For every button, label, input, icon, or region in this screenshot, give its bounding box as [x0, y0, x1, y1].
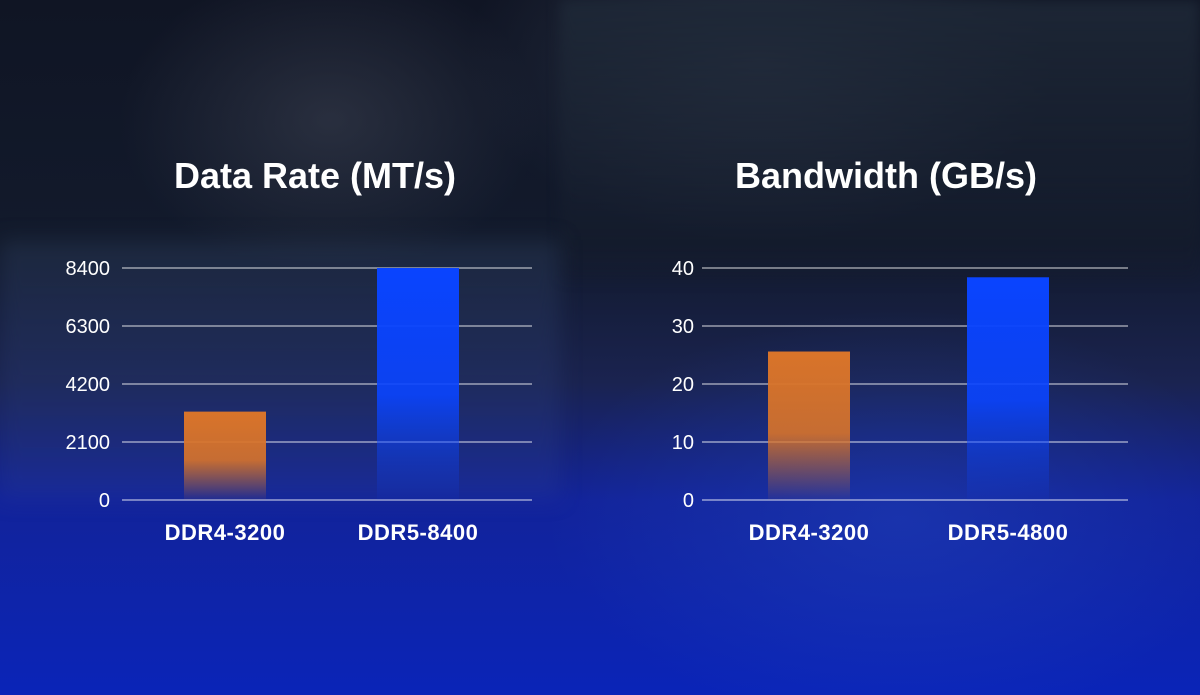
data-rate-plot: 0 2100 4200 6300 8400 DDR4-3200 DDR5-8400 [66, 258, 532, 545]
bar-ddr4-3200 [184, 411, 266, 500]
x-category-label: DDR5-8400 [358, 520, 479, 545]
y-tick-label: 10 [672, 432, 694, 454]
y-tick-label: 40 [672, 258, 694, 280]
bar-ddr5-8400 [377, 268, 459, 500]
y-tick-label: 0 [683, 490, 694, 512]
bandwidth-chart: Bandwidth (GB/s) 0 10 20 30 40 DDR4-3200 DDR5-… [600, 0, 1200, 695]
bar-ddr4-3200 [768, 351, 850, 500]
bandwidth-plot: 0 10 20 30 40 DDR4-3200 DDR5-4800 [672, 258, 1128, 545]
data-rate-chart: Data Rate (MT/s) 0 2100 4200 6300 8400 DDR4-3… [66, 155, 532, 545]
x-category-label: DDR4-3200 [749, 520, 870, 545]
y-tick-label: 4200 [66, 374, 111, 396]
y-tick-label: 30 [672, 316, 694, 338]
x-category-label: DDR4-3200 [165, 520, 286, 545]
y-tick-label: 8400 [66, 258, 111, 280]
bar-ddr5-4800 [967, 277, 1049, 500]
y-tick-label: 0 [99, 490, 110, 512]
background-monitor-blur [560, 0, 1200, 280]
chart-title: Bandwidth (GB/s) [735, 155, 1037, 196]
chart-title: Data Rate (MT/s) [173, 155, 457, 196]
background-laptop-blur [0, 240, 560, 500]
y-tick-label: 20 [672, 374, 694, 396]
y-tick-label: 6300 [66, 316, 111, 338]
y-tick-label: 2100 [66, 432, 111, 454]
x-category-label: DDR5-4800 [948, 520, 1069, 545]
